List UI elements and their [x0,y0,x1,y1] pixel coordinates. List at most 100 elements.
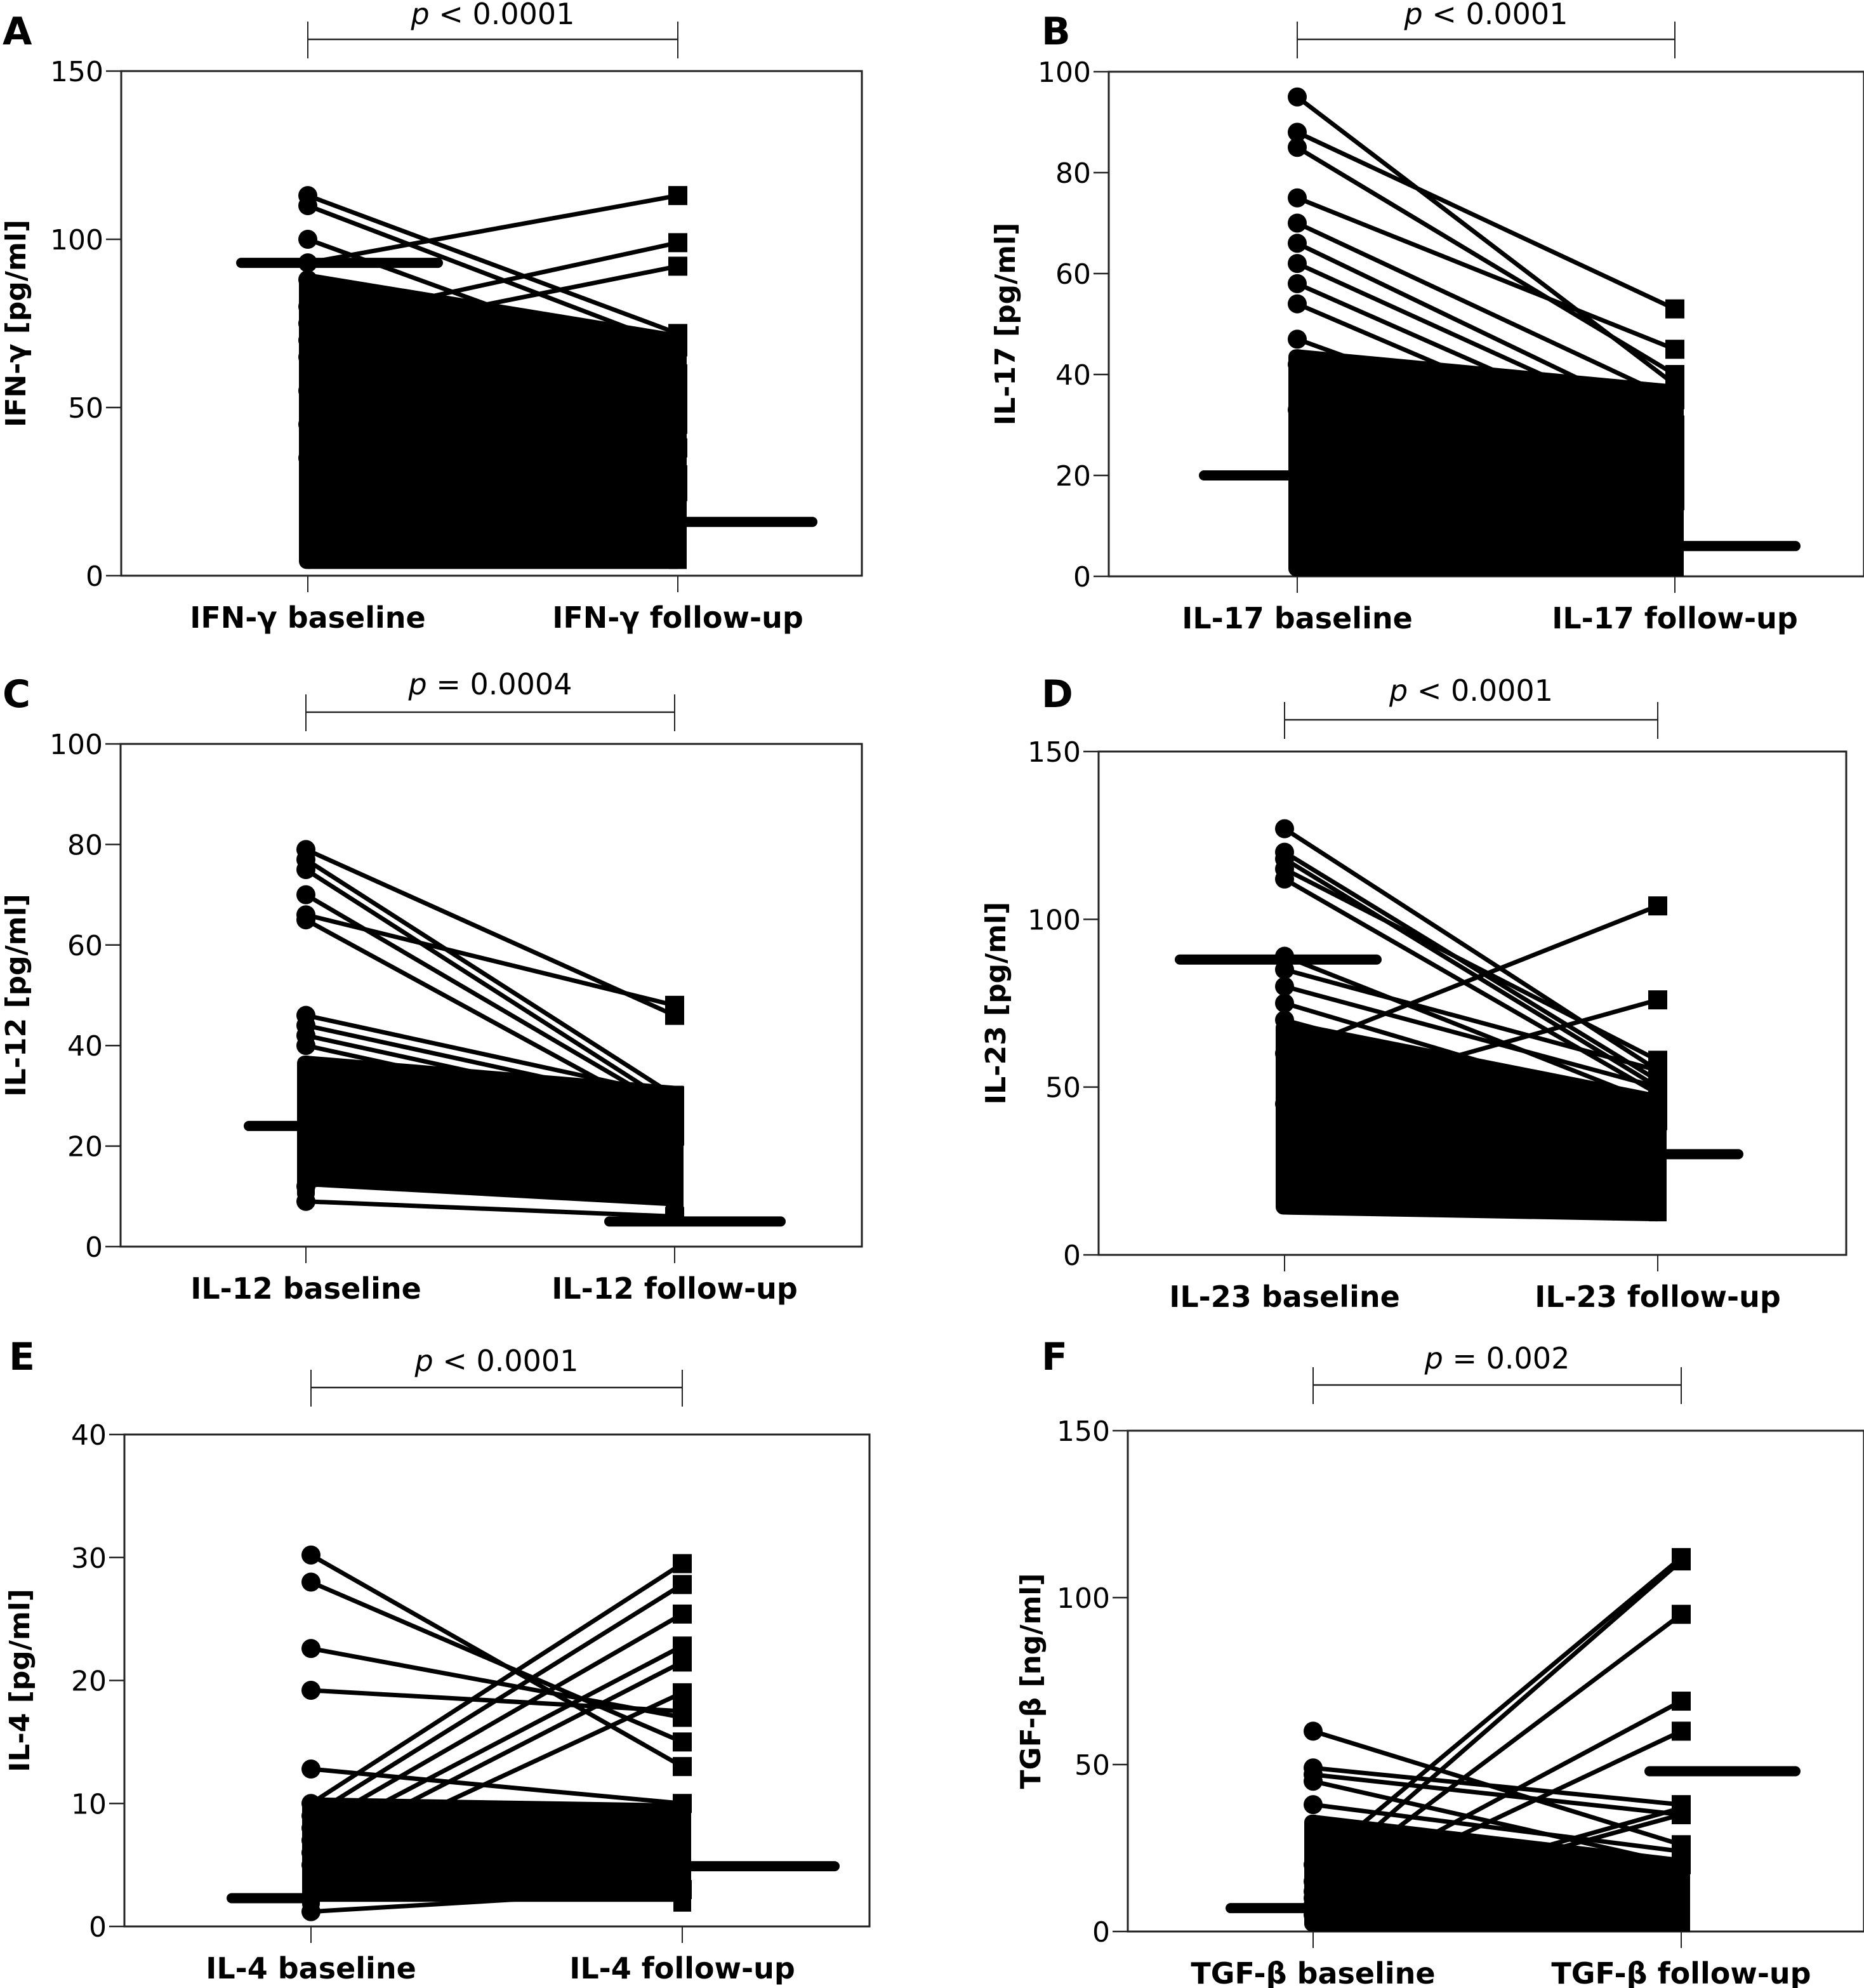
baseline-point [298,196,317,215]
paired-line [310,1582,684,1818]
x-tick-label: IFN-γ follow-up [552,600,803,635]
x-tick-label: IL-23 baseline [1169,1280,1400,1314]
paired-line [1296,281,1676,453]
paired-line [310,1690,684,1867]
paired-line [1283,857,1659,1089]
paired-line [310,1660,684,1855]
baseline-point [1288,188,1307,208]
followup-point [1672,1721,1691,1741]
dense-paired-lines [1297,349,1675,576]
baseline-point [1275,1094,1294,1114]
baseline-point [1288,213,1307,233]
followup-point [668,482,687,501]
baseline-point [296,1036,315,1056]
p-value: < 0.0001 [430,0,575,31]
p-value-label: p < 0.0001 [411,0,575,31]
baseline-marker-column [1288,349,1306,576]
baseline-point [1288,400,1307,420]
panel-letter: D [1041,672,1073,717]
p-value: = 0.002 [1443,1341,1570,1375]
p-symbol: p [408,667,427,701]
paired-line [310,1580,684,1744]
y-axis-label: IL-12 [pg/ml] [0,894,32,1096]
paired-line [1297,408,1676,503]
y-axis-label: IL-23 [pg/ml] [980,902,1012,1104]
y-tick-label: 100 [50,729,103,761]
baseline-point [298,314,317,333]
followup-point [668,414,687,434]
p-symbol: p [1404,0,1423,31]
paired-line [1296,145,1676,376]
paired-line [1283,866,1659,1063]
paired-line [1312,1729,1682,1907]
paired-line [1296,241,1676,427]
paired-line [307,203,679,349]
paired-line [1296,337,1676,478]
baseline-point [1288,123,1307,142]
dense-paired-lines [308,273,678,569]
y-tick-label: 50 [1045,1072,1081,1104]
followup-point [1648,990,1667,1010]
baseline-point [301,1759,321,1779]
followup-point [668,256,687,276]
paired-line [1312,1699,1682,1900]
baseline-point [1304,1772,1323,1791]
x-tick-label: IL-4 baseline [206,1951,416,1985]
followup-point [1672,1605,1691,1624]
baseline-point [1288,274,1307,293]
y-tick-label: 100 [1057,1582,1110,1615]
y-axis-label: IL-17 [pg/ml] [989,223,1022,425]
followup-point [668,364,687,383]
baseline-point [1275,993,1294,1013]
y-tick-label: 100 [1038,56,1091,89]
p-value-label: p = 0.0004 [408,667,572,701]
paired-line [305,868,676,1108]
paired-line [1311,1556,1683,1867]
followup-point [673,1652,692,1672]
baseline-point [1275,960,1294,979]
y-axis-label: TGF-β [ng/ml] [1015,1574,1047,1789]
followup-point [668,438,687,458]
y-tick-label: 0 [1092,1916,1110,1949]
paired-line [305,1134,675,1189]
baseline-point [1304,1721,1323,1741]
paired-line [305,1033,675,1118]
followup-point [1672,1841,1691,1861]
followup-point [1648,1061,1667,1080]
paired-line [310,1644,684,1843]
followup-point [1672,1551,1691,1571]
paired-line [1296,221,1676,402]
paired-line [1283,903,1659,1056]
followup-point [1672,1805,1691,1824]
baseline-point [301,1545,321,1565]
paired-line [307,277,679,393]
y-tick-label: 60 [1055,258,1091,291]
baseline-point [1304,1795,1323,1815]
followup-point [673,1757,692,1777]
paired-line [310,1887,683,1914]
followup-point [665,995,684,1015]
p-symbol: p [1424,1341,1443,1375]
y-tick-label: 150 [1028,736,1081,769]
paired-line [307,193,678,265]
y-tick-label: 50 [1074,1749,1110,1782]
baseline-point [301,1902,321,1921]
y-tick-label: 0 [85,1231,103,1264]
significance-bracket: p < 0.0001 [1284,673,1658,739]
p-symbol: p [414,1344,433,1378]
paired-line [305,1023,675,1108]
followup-point [673,1732,692,1752]
followup-point [668,465,687,484]
baseline-point [296,1176,315,1196]
baseline-point [301,1639,321,1659]
significance-bracket: p < 0.0001 [310,1344,683,1407]
paired-line [305,847,676,1017]
followup-point [673,1604,692,1624]
p-value: < 0.0001 [1408,673,1553,708]
y-tick-label: 150 [1057,1415,1110,1448]
baseline-point [298,230,317,249]
